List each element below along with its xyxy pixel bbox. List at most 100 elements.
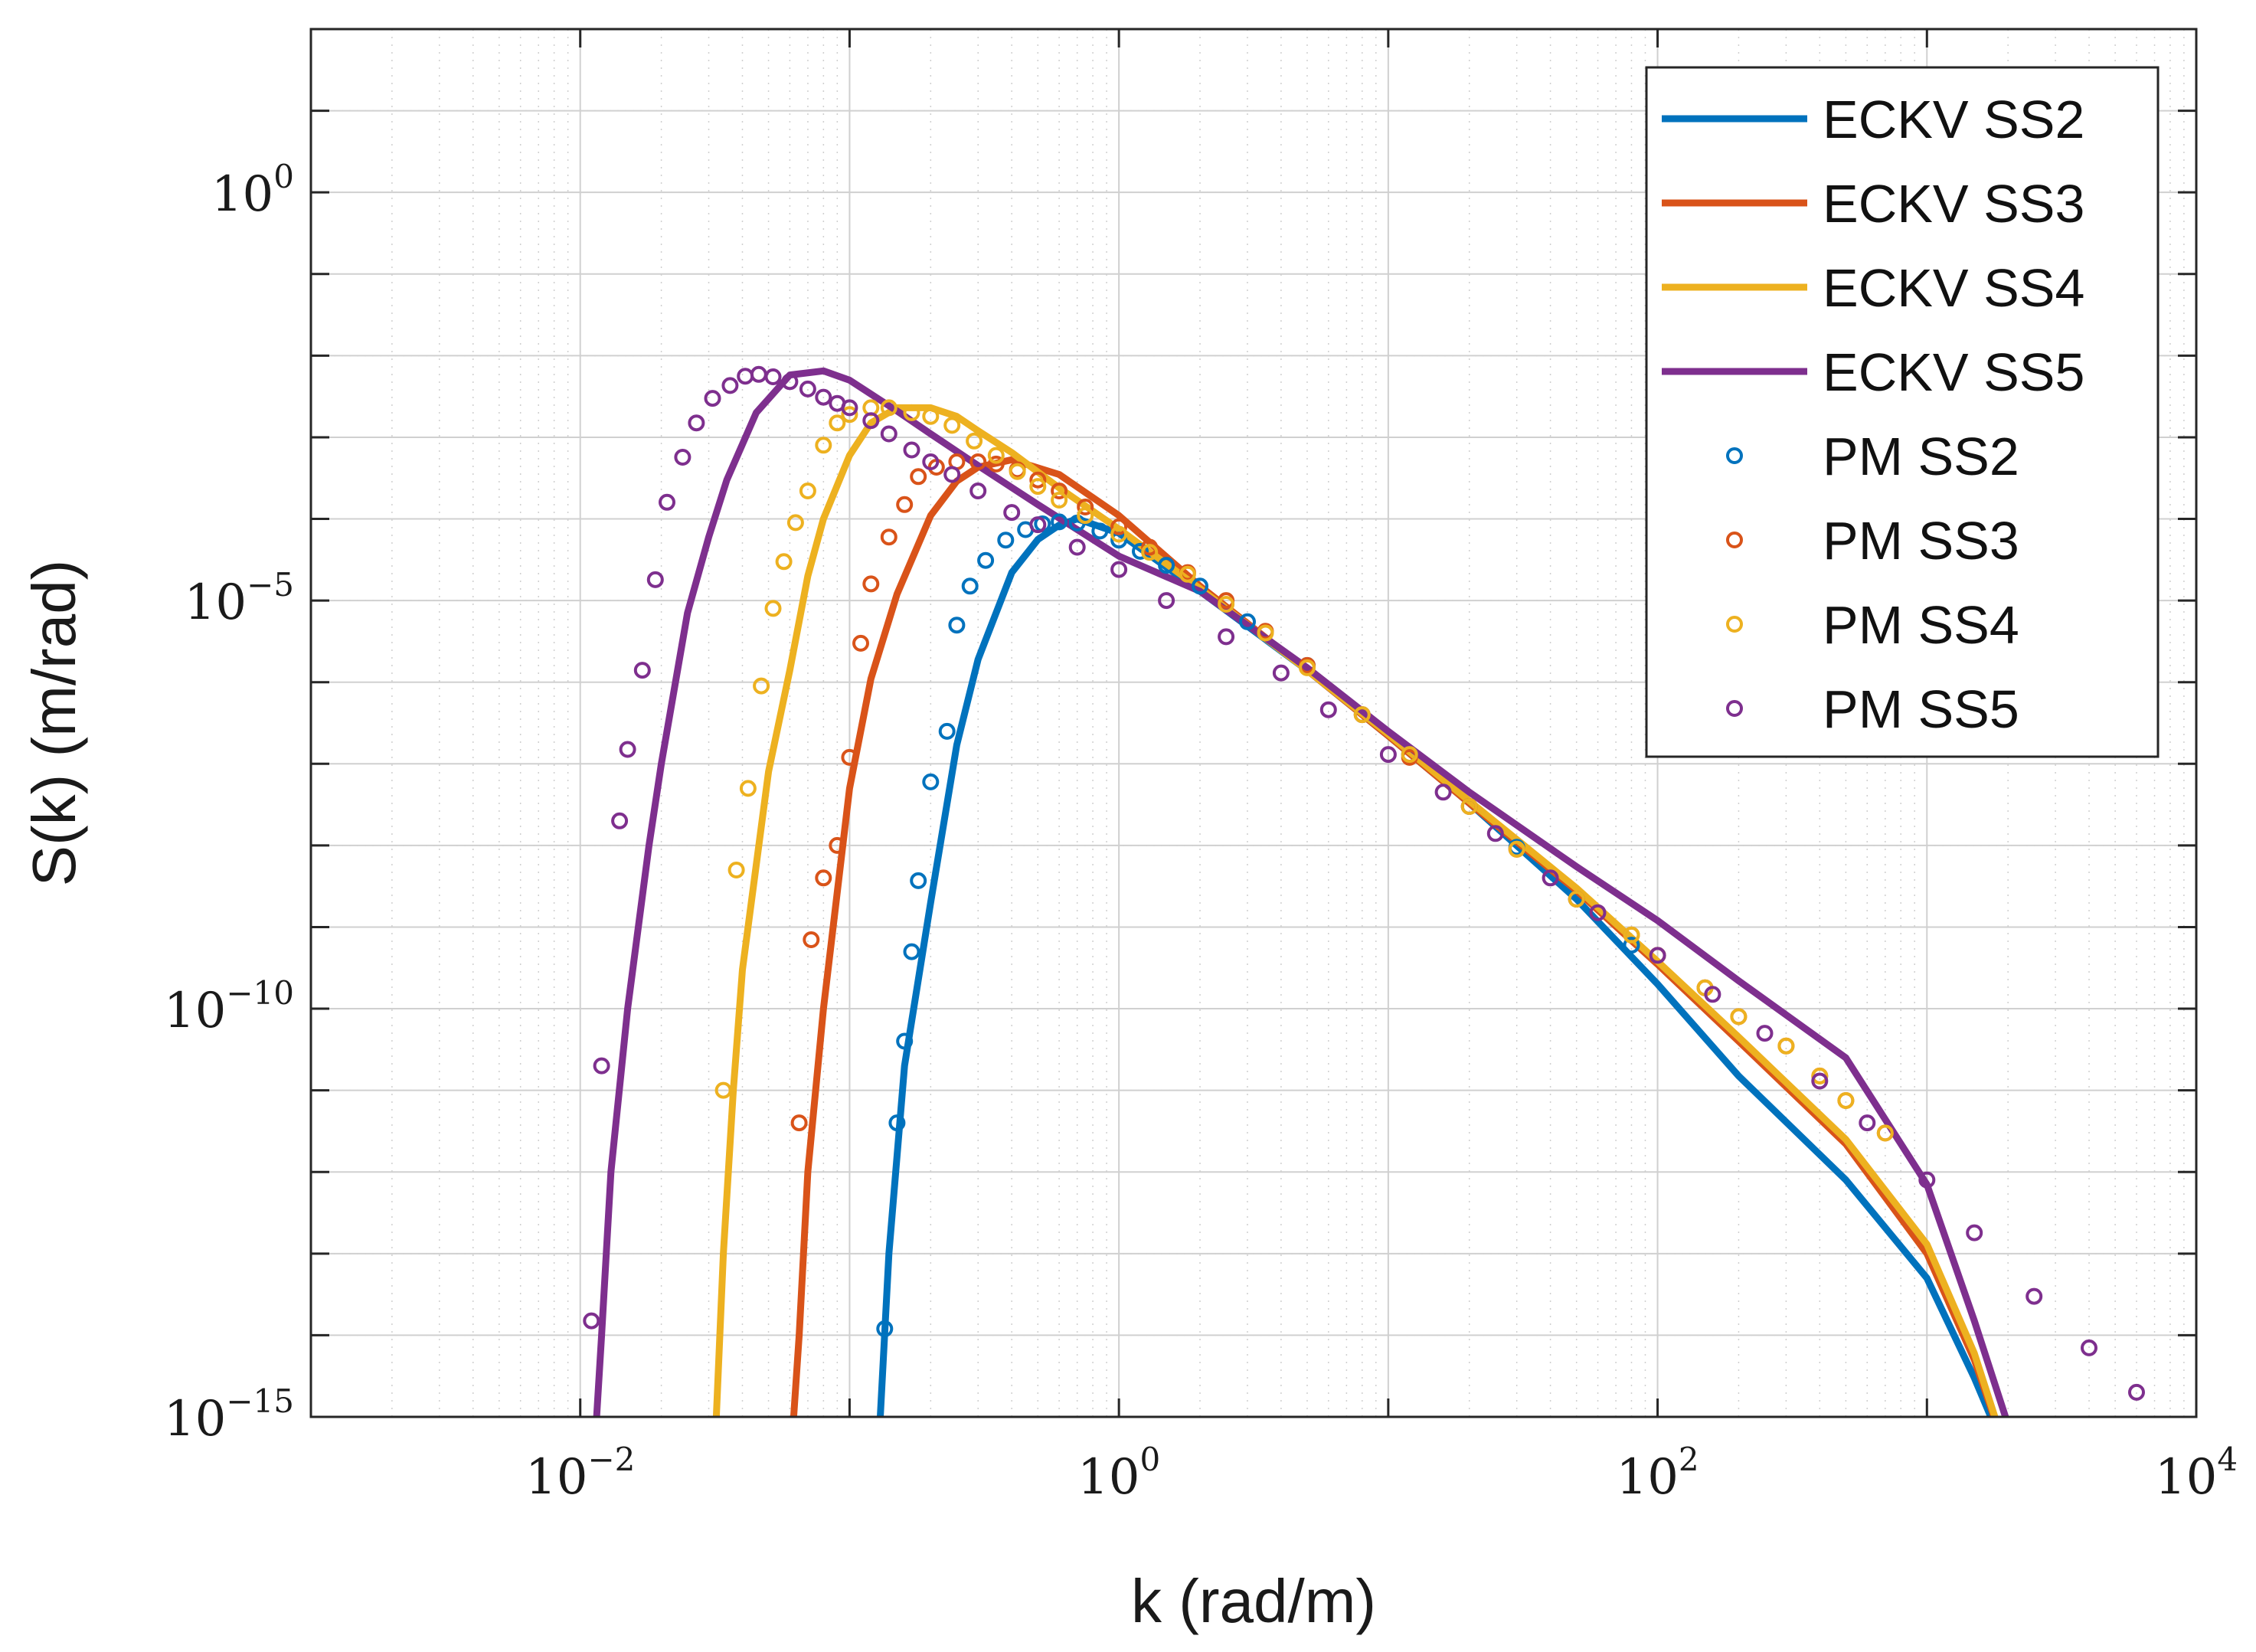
legend-box xyxy=(1645,66,2160,758)
data-point xyxy=(841,748,858,766)
x-tick-label: 104 xyxy=(2155,1441,2238,1506)
data-point xyxy=(903,441,920,459)
y-tick-label: 100 xyxy=(211,158,294,223)
legend-label: ECKV SS4 xyxy=(1823,258,2084,318)
data-point xyxy=(1811,1067,1829,1084)
data-point xyxy=(1966,1224,1983,1241)
legend-item-eckv-ss2: ECKV SS2 xyxy=(1662,90,2084,149)
data-point xyxy=(1704,986,1721,1003)
legend-item-eckv-ss3: ECKV SS3 xyxy=(1662,174,2084,234)
legend-item-eckv-ss5: ECKV SS5 xyxy=(1662,342,2084,402)
data-point xyxy=(764,368,782,385)
data-point xyxy=(1218,628,1235,646)
legend-item-pm-ss4: PM SS4 xyxy=(1726,595,2019,655)
data-point xyxy=(1110,561,1128,578)
data-point xyxy=(1141,538,1159,556)
data-point xyxy=(2025,1287,2043,1305)
data-point xyxy=(969,483,987,499)
data-point xyxy=(896,496,914,513)
data-point xyxy=(786,514,804,532)
data-point xyxy=(896,1032,914,1050)
data-point xyxy=(688,414,705,432)
data-point xyxy=(922,773,940,790)
data-point xyxy=(852,634,869,652)
data-point xyxy=(903,404,920,421)
data-point xyxy=(862,575,880,593)
data-point xyxy=(987,447,1005,464)
legend-item-pm-ss3: PM SS3 xyxy=(1726,511,2019,571)
legend-item-eckv-ss4: ECKV SS4 xyxy=(1662,258,2084,318)
data-point xyxy=(753,677,770,695)
data-point xyxy=(829,836,846,854)
data-point xyxy=(910,468,927,486)
data-point xyxy=(764,600,782,617)
data-point xyxy=(803,931,820,948)
data-point xyxy=(997,532,1015,549)
x-axis-label: k (rad/m) xyxy=(1131,1567,1376,1635)
data-point xyxy=(727,862,745,878)
series-markers-pm-ss5 xyxy=(583,365,2145,1401)
y-tick-labels: 100 10−5 10−10 10−15 xyxy=(164,158,294,1448)
tick-marks xyxy=(309,28,2198,1418)
data-point xyxy=(1029,471,1047,489)
data-point xyxy=(790,1114,808,1132)
data-point xyxy=(1110,525,1128,543)
data-point xyxy=(1486,825,1504,842)
legend-label: PM SS4 xyxy=(1823,595,2019,655)
data-point xyxy=(841,399,858,417)
y-axis-label: S(k) (m/rad) xyxy=(20,560,88,887)
data-point xyxy=(1542,869,1559,887)
data-point xyxy=(943,417,961,434)
data-point xyxy=(922,407,940,425)
data-point xyxy=(1649,947,1666,964)
data-point xyxy=(1434,783,1452,801)
legend-swatch-marker xyxy=(1726,616,1743,633)
data-point xyxy=(1029,516,1047,534)
data-point xyxy=(739,780,757,797)
data-point xyxy=(1218,596,1235,613)
data-point xyxy=(1730,1008,1748,1026)
data-point xyxy=(583,1312,600,1330)
data-point xyxy=(1379,746,1397,764)
data-point xyxy=(1353,706,1371,724)
data-point xyxy=(799,483,816,499)
data-point xyxy=(1299,659,1316,676)
legend-label: ECKV SS5 xyxy=(1823,342,2084,402)
data-point xyxy=(1158,557,1175,574)
legend: ECKV SS2 ECKV SS3 ECKV SS4 ECKV SS5 PM SS2 PM… xyxy=(1645,66,2160,758)
data-point xyxy=(1077,499,1094,515)
legend-swatch-marker xyxy=(1726,700,1743,717)
data-point xyxy=(943,466,961,483)
series-line-eckv-ss3 xyxy=(790,456,1998,1417)
data-point xyxy=(961,577,979,595)
legend-swatch-marker xyxy=(1726,447,1743,464)
data-point xyxy=(1257,624,1274,642)
data-point xyxy=(910,872,927,889)
data-point xyxy=(1068,538,1086,556)
data-point xyxy=(1756,1025,1774,1042)
data-point xyxy=(633,662,651,679)
y-tick-label: 10−10 xyxy=(164,974,294,1039)
legend-label: ECKV SS2 xyxy=(1823,90,2084,149)
data-point xyxy=(2081,1339,2097,1356)
data-point xyxy=(880,528,897,546)
data-point xyxy=(1837,1092,1855,1109)
x-tick-labels: 10−2 100 102 104 xyxy=(525,1441,2238,1506)
data-point xyxy=(1876,1124,1894,1142)
data-point xyxy=(1179,565,1196,583)
data-point xyxy=(829,414,846,432)
data-point xyxy=(714,1081,732,1099)
x-tick-label: 100 xyxy=(1077,1441,1160,1506)
data-point xyxy=(948,617,966,634)
data-point xyxy=(987,455,1005,473)
data-point xyxy=(775,553,793,571)
data-point xyxy=(2128,1383,2145,1401)
data-point xyxy=(1623,926,1640,944)
data-point xyxy=(815,869,832,887)
data-point xyxy=(619,741,636,758)
data-point xyxy=(674,449,692,466)
data-point xyxy=(1589,904,1607,921)
data-point xyxy=(876,1320,894,1337)
data-point xyxy=(966,432,983,450)
data-point xyxy=(903,943,920,960)
